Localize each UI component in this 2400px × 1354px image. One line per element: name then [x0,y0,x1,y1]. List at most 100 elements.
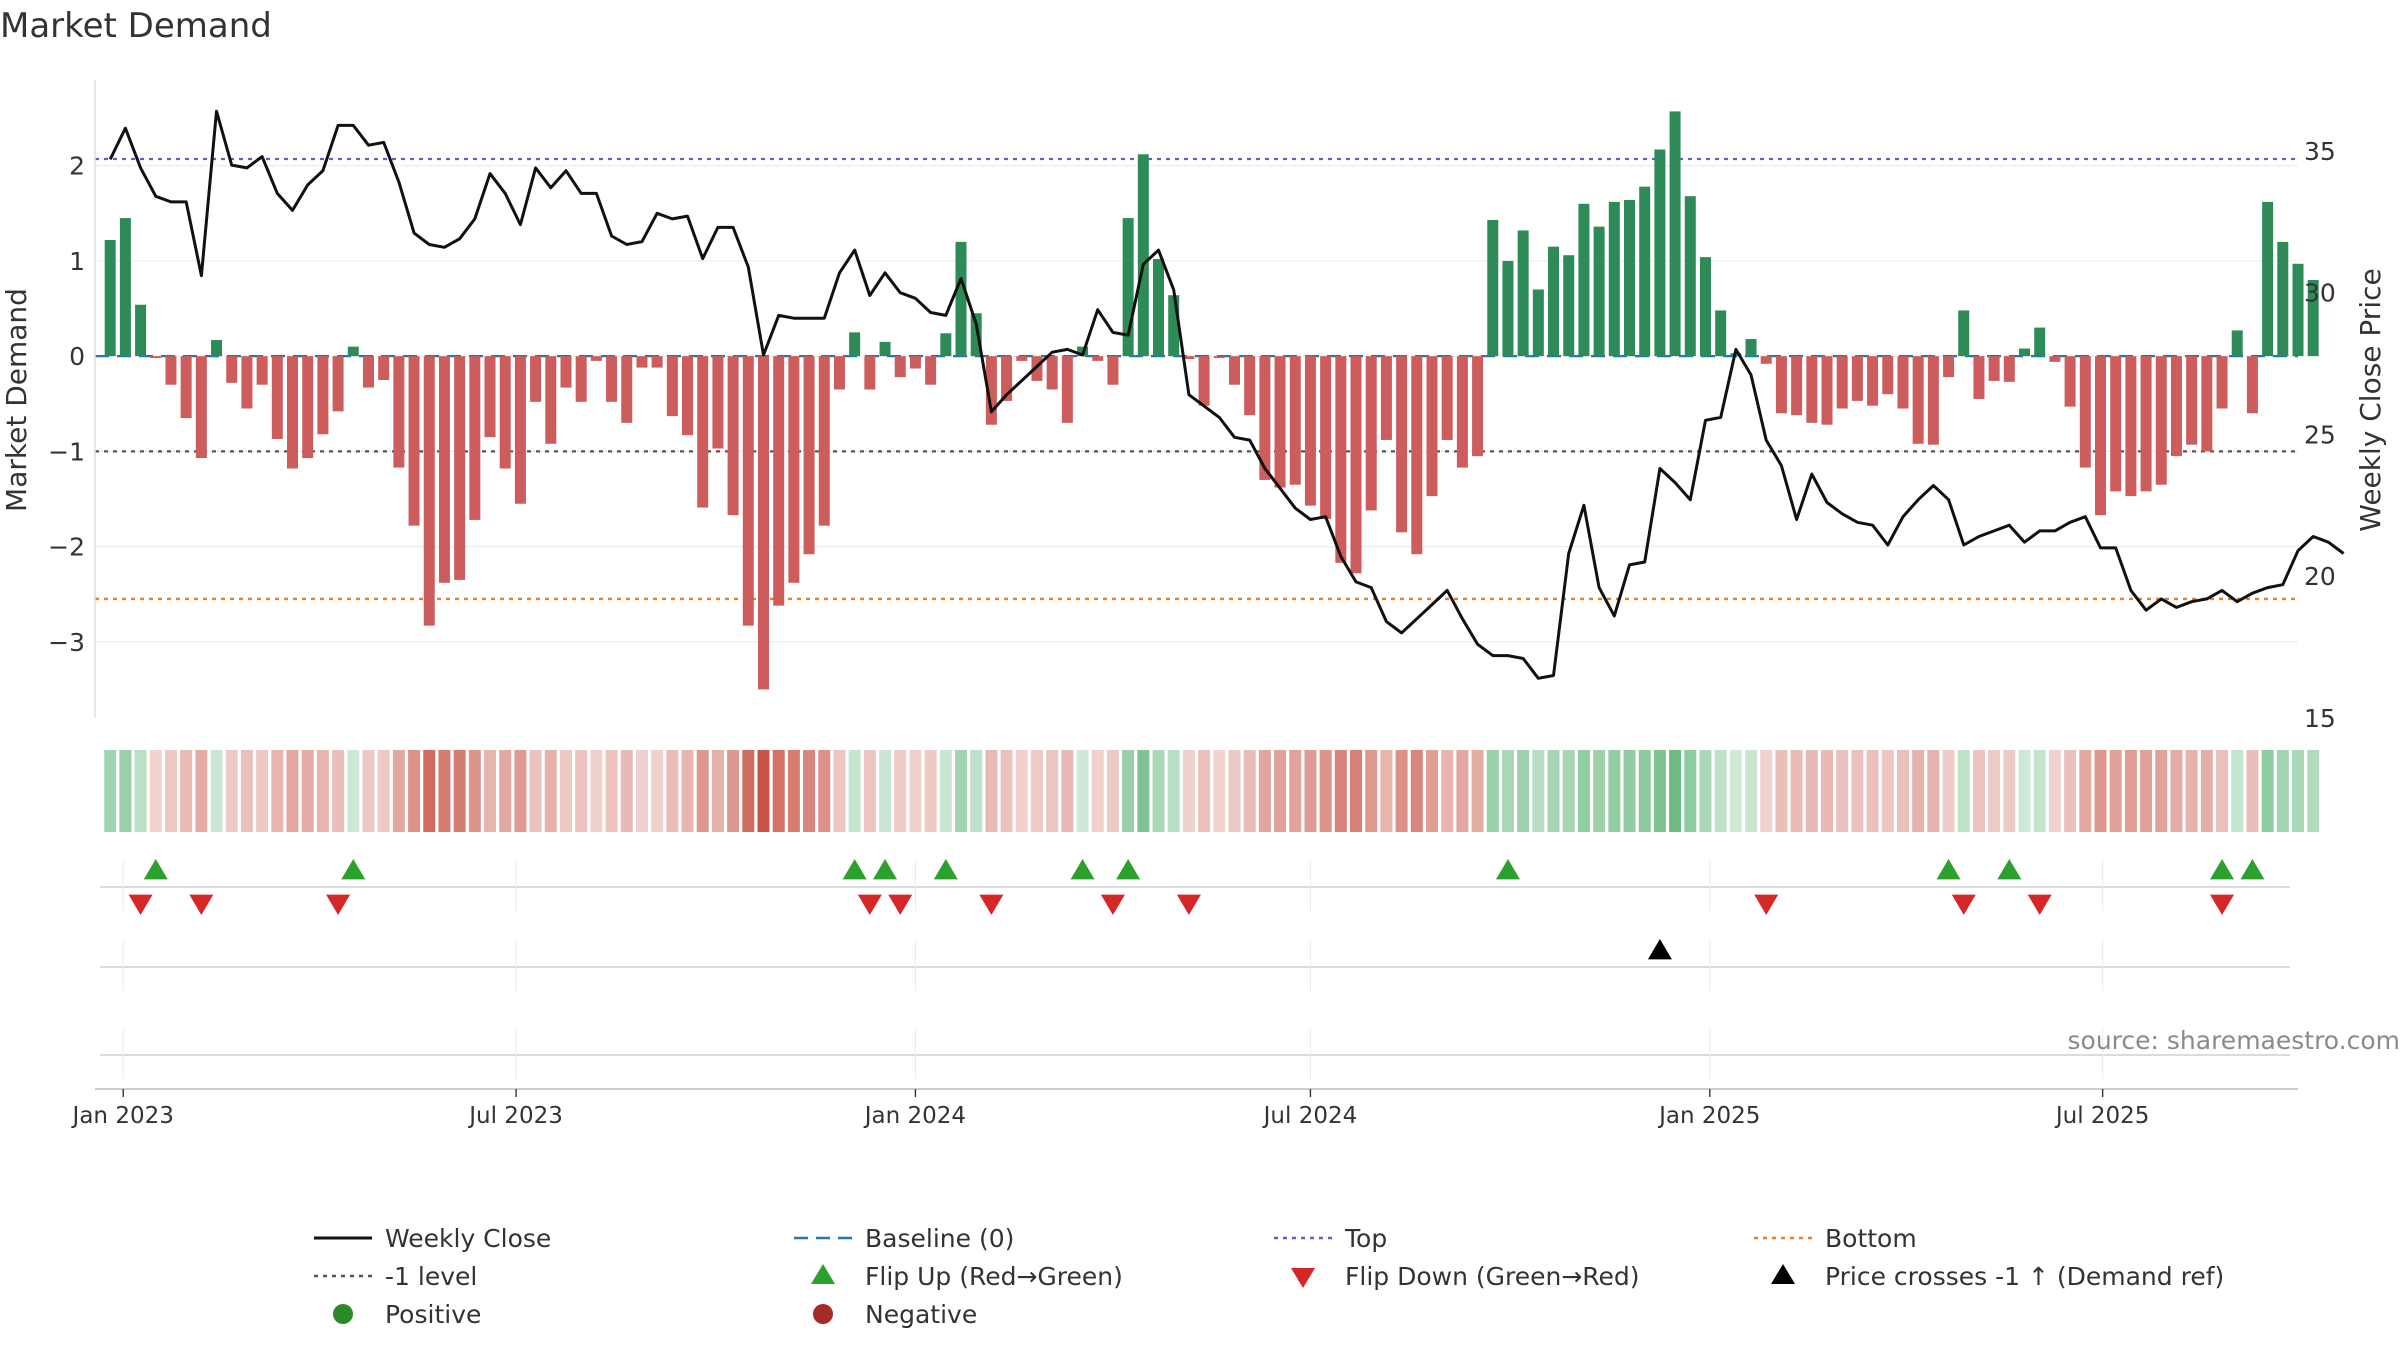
price-cross-marker [1648,939,1672,959]
demand-bar [804,356,815,554]
heat-cell [1836,750,1848,832]
demand-bar [849,332,860,356]
demand-bar [2232,330,2243,356]
heat-cell [1350,750,1362,832]
legend-label: Top [1344,1224,1387,1253]
heat-cell [514,750,526,832]
heat-cell [2125,750,2137,832]
demand-bar [1928,356,1939,445]
heat-cell [2140,750,2152,832]
heat-cell [1608,750,1620,832]
demand-bar [515,356,526,504]
demand-bar [485,356,496,437]
heat-cell [1775,750,1787,832]
left-tick-label: 0 [69,342,85,371]
demand-bar [560,356,571,387]
heat-cell [1958,750,1970,832]
heat-cell [1213,750,1225,832]
heat-cell [636,750,648,832]
left-axis-label: Market Demand [0,288,33,512]
demand-bar [697,356,708,507]
heat-cell [1107,750,1119,832]
heat-cell [666,750,678,832]
demand-bar [895,356,906,377]
heat-cell [651,750,663,832]
demand-bar [1442,356,1453,440]
heat-cell [135,750,147,832]
demand-bar [1670,111,1681,356]
demand-bar [302,356,313,458]
left-tick-label: −1 [48,437,85,466]
heat-cell [2170,750,2182,832]
flip-up-marker [1071,859,1095,879]
demand-bar [348,347,359,357]
demand-bar [1214,356,1225,358]
demand-bar [1305,356,1316,506]
heat-cell [347,750,359,832]
flip-down-marker [979,895,1003,915]
heat-cell [1624,750,1636,832]
heat-cell [1578,750,1590,832]
heat-cell [150,750,162,832]
demand-bar [940,333,951,356]
demand-bar [2217,356,2228,408]
demand-bar [652,356,663,367]
flip-down-marker [1952,895,1976,915]
demand-bar [333,356,344,411]
demand-bar [834,356,845,389]
legend-symbol [1291,1268,1315,1288]
heat-cell [423,750,435,832]
heat-cell [864,750,876,832]
legend-label: Baseline (0) [865,1224,1014,1253]
heat-cell [2079,750,2091,832]
heat-cell [1183,750,1195,832]
demand-bar [1578,204,1589,356]
demand-bar [606,356,617,402]
demand-bar [317,356,328,434]
heat-cell [2049,750,2061,832]
right-tick-label: 15 [2304,704,2336,733]
demand-bar [1396,356,1407,532]
heat-cell [1046,750,1058,832]
heat-cell [1684,750,1696,832]
demand-bar [2201,356,2212,451]
heat-cell [2019,750,2031,832]
heat-cell [1259,750,1271,832]
heat-cell [1031,750,1043,832]
heat-cell [1532,750,1544,832]
heat-cell [378,750,390,832]
demand-bar [1761,356,1772,364]
demand-bar [910,356,921,368]
heat-cell [1912,750,1924,832]
flip-down-marker [1177,895,1201,915]
demand-bar [1533,289,1544,356]
heat-cell [438,750,450,832]
heat-cell [165,750,177,832]
heat-cell [833,750,845,832]
demand-bar [1199,356,1210,406]
flip-up-marker [1116,859,1140,879]
heat-cell [1760,750,1772,832]
demand-bar [1047,356,1058,389]
demand-bar [621,356,632,423]
left-tick-label: −3 [48,628,85,657]
demand-bar [545,356,556,444]
demand-bar [2262,202,2273,356]
legend-label: Negative [865,1300,977,1329]
demand-bar [1563,255,1574,356]
legend-symbol [333,1304,353,1324]
demand-bar [2110,356,2121,491]
heat-cell [256,750,268,832]
heat-cell [2034,750,2046,832]
heat-cell [1867,750,1879,832]
heat-cell [909,750,921,832]
heat-cell [1851,750,1863,832]
left-tick-label: 2 [69,152,85,181]
source-label: source: sharemaestro.com [2068,1026,2400,1055]
heat-cell [1472,750,1484,832]
flip-up-marker [144,859,168,879]
demand-bar [1822,356,1833,425]
heat-cell [1426,750,1438,832]
heat-cell [2201,750,2213,832]
